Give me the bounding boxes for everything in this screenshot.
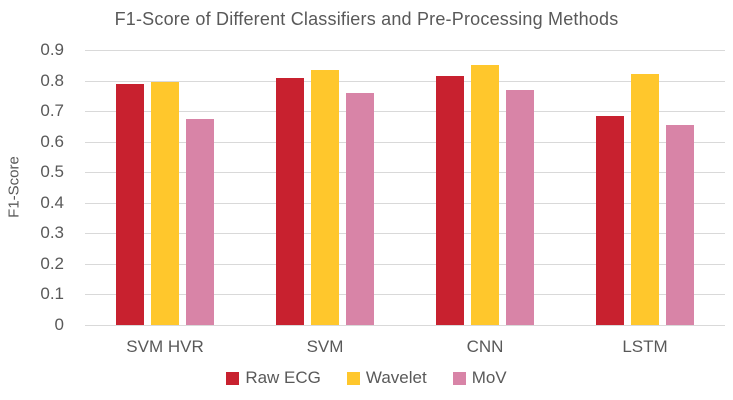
- x-category-label: CNN: [466, 337, 504, 356]
- y-tick-label: 0: [54, 315, 64, 334]
- gridline: [85, 141, 725, 143]
- bar: [596, 115, 624, 325]
- bar: [631, 74, 659, 325]
- gridline: [85, 80, 725, 82]
- bar: [346, 92, 374, 325]
- legend-swatch: [452, 371, 466, 385]
- legend-item: Raw ECG: [226, 368, 321, 388]
- bar: [151, 82, 179, 325]
- y-tick-label: 0.2: [40, 253, 64, 273]
- gridline: [85, 233, 725, 235]
- plot-area: [85, 50, 725, 326]
- gridline: [85, 50, 725, 51]
- legend: Raw ECG Wavelet MoV: [0, 368, 733, 388]
- y-tick-label: 0.1: [40, 284, 64, 304]
- gridline: [85, 294, 725, 296]
- gridline: [85, 263, 725, 265]
- bar: [116, 83, 144, 325]
- bar: [186, 118, 214, 325]
- bar: [311, 69, 339, 325]
- gridline: [85, 202, 725, 204]
- gridline: [85, 172, 725, 174]
- x-category-label: SVM: [306, 337, 344, 356]
- y-tick-label: 0.4: [40, 192, 64, 212]
- bar: [471, 65, 499, 325]
- x-category-label: SVM HVR: [126, 337, 204, 356]
- legend-swatch: [226, 371, 240, 385]
- bar: [276, 77, 304, 325]
- y-tick-label: 0.8: [40, 70, 64, 90]
- legend-item: Wavelet: [346, 368, 427, 388]
- legend-label: Raw ECG: [245, 368, 321, 387]
- y-tick-label: 0.6: [40, 131, 64, 151]
- bar: [436, 75, 464, 325]
- gridline: [85, 111, 725, 113]
- bar: [666, 124, 694, 325]
- bar: [506, 89, 534, 325]
- y-tick-label: 0.5: [40, 162, 64, 182]
- y-tick-label: 0.3: [40, 223, 64, 243]
- legend-label: MoV: [471, 368, 507, 387]
- y-tick-label: 0.9: [40, 40, 64, 59]
- chart-title: F1-Score of Different Classifiers and Pr…: [114, 9, 619, 29]
- y-tick-label: 0.7: [40, 101, 64, 121]
- legend-swatch: [346, 371, 360, 385]
- legend-item: MoV: [452, 368, 507, 388]
- x-category-label: LSTM: [622, 337, 668, 356]
- legend-label: Wavelet: [365, 368, 427, 387]
